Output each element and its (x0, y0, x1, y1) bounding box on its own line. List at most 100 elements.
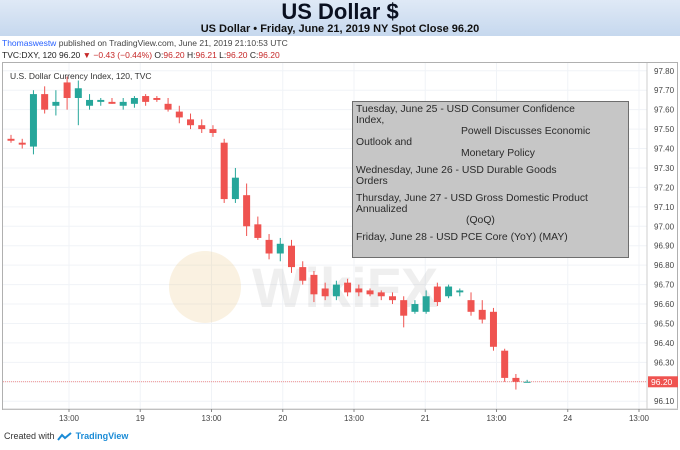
event-tuesday-line4: Outlook and (356, 137, 413, 148)
x-tick-label: 24 (563, 414, 572, 423)
low-label: L: (216, 50, 227, 60)
candle-body (209, 129, 217, 133)
candle-body (119, 101, 127, 106)
candle-body (63, 82, 71, 98)
tradingview-logo-icon (57, 431, 72, 441)
chart-series-label: U.S. Dollar Currency Index, 120, TVC (10, 71, 152, 81)
y-tick-label: 96.80 (654, 261, 675, 270)
candle-body (310, 274, 318, 295)
y-tick-label: 96.60 (654, 300, 675, 309)
x-tick-label: 13:00 (344, 414, 365, 423)
candle-body (97, 99, 105, 102)
event-thursday-line2: Annualized (356, 204, 408, 215)
ohlc-line: TVC:DXY, 120 96.20 ▼ −0.43 (−0.44%) O:96… (2, 50, 280, 60)
y-tick-label: 97.30 (654, 164, 675, 173)
x-tick-label: 13:00 (59, 414, 80, 423)
candle-body (29, 94, 37, 147)
low-value: 96.20 (226, 50, 248, 60)
y-tick-label: 97.10 (654, 203, 675, 212)
candle-body (388, 296, 396, 301)
created-with-label: Created with (4, 431, 55, 441)
x-axis: 13:00 19 13:00 20 13:00 21 13:00 24 13:00 (59, 409, 650, 423)
candle-body (142, 96, 150, 102)
candle-body (355, 288, 363, 293)
event-friday: Friday, June 28 - USD PCE Core (YoY) (MA… (356, 232, 568, 243)
candle-body (445, 286, 453, 297)
candle-body (288, 245, 295, 268)
candle-body (489, 311, 497, 347)
y-tick-label: 97.00 (654, 222, 675, 231)
events-box: Tuesday, June 25 - USD Consumer Confiden… (352, 101, 629, 258)
candle-body (501, 350, 509, 378)
candle-body (7, 138, 15, 141)
y-tick-label: 96.10 (654, 397, 675, 406)
price-change: ▼ −0.43 (−0.44%) (82, 50, 153, 60)
candle-body (18, 142, 26, 145)
last-price-tag-label: 96.20 (651, 377, 673, 387)
candle-body (467, 300, 475, 312)
x-tick-label: 13:00 (629, 414, 650, 423)
y-tick-label: 97.70 (654, 86, 675, 95)
candle-body (254, 224, 262, 238)
event-thursday-line3: (QoQ) (466, 215, 495, 226)
event-thursday-line1: Thursday, June 27 - USD Gross Domestic P… (356, 193, 588, 204)
candle-body (198, 125, 206, 130)
candle-body (512, 377, 520, 382)
candle-body (456, 290, 464, 293)
x-tick-label: 21 (421, 414, 430, 423)
publish-text: published on TradingView.com, June 21, 2… (56, 38, 288, 48)
open-value: 96.20 (163, 50, 185, 60)
candle-body (153, 97, 161, 100)
x-tick-label: 20 (278, 414, 287, 423)
x-tick-label: 13:00 (201, 414, 222, 423)
y-tick-label: 96.40 (654, 339, 675, 348)
candle-body (164, 103, 172, 110)
y-tick-label: 96.90 (654, 242, 675, 251)
watermark: WikiFX (169, 251, 438, 323)
high-value: 96.21 (195, 50, 217, 60)
candle-body (41, 94, 49, 110)
candle-body (130, 97, 138, 104)
candle-body (411, 304, 419, 312)
high-label: H: (184, 50, 196, 60)
candle-body (187, 119, 195, 126)
publish-info: Thomaswestw published on TradingView.com… (2, 38, 288, 48)
candle-body (231, 177, 239, 200)
candle-body (265, 239, 273, 254)
y-tick-label: 97.50 (654, 125, 675, 134)
y-tick-label: 96.30 (654, 358, 675, 367)
tradingview-link[interactable]: TradingView (75, 431, 129, 441)
candle-body (108, 101, 116, 104)
y-tick-label: 97.60 (654, 106, 675, 115)
candle-body (299, 267, 307, 281)
y-tick-label: 97.20 (654, 183, 675, 192)
y-tick-label: 96.50 (654, 319, 675, 328)
candles (7, 76, 531, 390)
candle-body (220, 142, 228, 200)
candle-body (74, 88, 82, 98)
candle-body (400, 300, 408, 316)
candle-body (366, 290, 374, 295)
candle-body (321, 288, 329, 297)
close-label: C: (247, 50, 259, 60)
candle-body (433, 286, 441, 303)
footer: Created with TradingView (4, 431, 128, 442)
author-link[interactable]: Thomaswestw (2, 38, 57, 48)
candle-body (478, 309, 486, 320)
y-axis: 96.10 96.20 96.30 96.40 96.50 96.60 96.70 96.80… (654, 67, 675, 406)
y-tick-label: 97.80 (654, 67, 675, 76)
x-tick-label: 13:00 (486, 414, 507, 423)
candle-body (175, 111, 183, 118)
event-tuesday-line3: Powell Discusses Economic (461, 126, 591, 137)
event-wednesday-line2: Orders (356, 176, 388, 187)
candle-body (86, 99, 94, 106)
chart-header: US Dollar $ US Dollar • Friday, June 21,… (0, 0, 680, 36)
candle-body (332, 284, 340, 297)
symbol-label: TVC:DXY, 120 (2, 50, 60, 60)
y-tick-label: 96.70 (654, 281, 675, 290)
page-title: US Dollar $ (281, 0, 399, 24)
candle-body (523, 381, 531, 383)
x-tick-label: 19 (136, 414, 145, 423)
page-subtitle: US Dollar • Friday, June 21, 2019 NY Spo… (200, 23, 480, 35)
